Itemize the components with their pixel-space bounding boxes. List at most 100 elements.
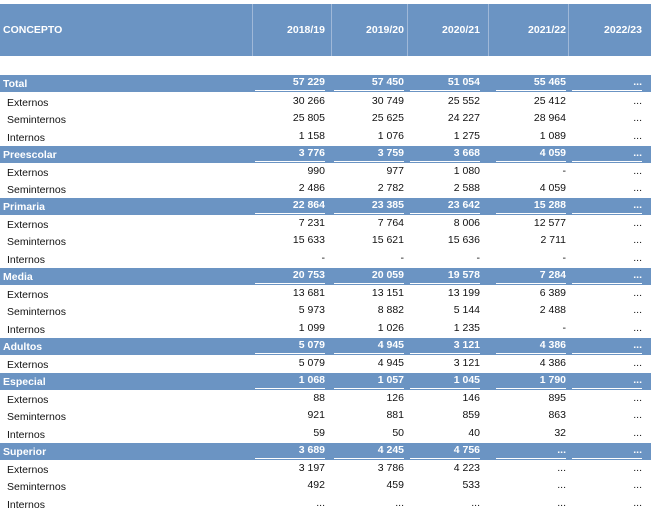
table-row: Seminternos 5 973 8 882 5 144 2 488... [0,303,651,320]
cell-year-4: - [562,165,567,177]
row-label: Internos [7,254,45,266]
cell-year-5: ... [633,357,642,369]
header-year-3: 2020/21 [442,24,480,36]
cell-year-2: 4 945 [377,357,404,369]
cell-year-3: 23 642 [410,199,480,214]
table-row: Externos 88 126 146 895... [0,391,651,408]
cell-year-3: 533 [462,479,480,491]
row-label: Internos [7,499,45,511]
cell-year-1: ... [316,497,325,509]
header-year-1: 2018/19 [287,24,325,36]
cell-year-1: 88 [313,392,325,404]
cell-year-5: ... [572,444,642,459]
cell-year-5: ... [633,322,642,334]
row-label: Internos [7,132,45,144]
cell-year-3: 19 578 [410,269,480,284]
cell-year-5: ... [633,95,642,107]
cell-year-1: 3 776 [255,147,325,162]
row-label: Seminternos [7,306,66,318]
section-row: Media 20 753 20 059 19 578 7 284... [0,268,651,285]
cell-year-3: 4 756 [410,444,480,459]
cell-year-3: 24 227 [447,112,480,124]
cell-year-1: 492 [307,479,325,491]
table-row: Externos 7 231 7 764 8 006 12 577... [0,216,651,233]
row-label: Internos [7,324,45,336]
row-label: Externos [7,464,49,476]
cell-year-3: 1 045 [410,374,480,389]
row-label: Externos [7,219,49,231]
cell-year-5: ... [633,427,642,439]
cell-year-3: 1 275 [453,130,480,142]
cell-year-2: 25 625 [371,112,404,124]
section-row: Especial 1 068 1 057 1 045 1 790... [0,373,651,390]
table-row: Seminternos 25 805 25 625 24 227 28 964... [0,111,651,128]
cell-year-4: 4 059 [539,182,566,194]
cell-year-4: 1 089 [539,130,566,142]
cell-year-3: 1 080 [453,165,480,177]
cell-year-3: 1 235 [453,322,480,334]
cell-year-4: 2 488 [539,304,566,316]
header-year-4: 2021/22 [528,24,566,36]
header-concept: CONCEPTO [3,24,63,36]
row-label: Primaria [3,201,46,213]
cell-year-3: 3 121 [410,339,480,354]
cell-year-2: 30 749 [371,95,404,107]
column-divider [252,4,253,56]
cell-year-4: 28 964 [533,112,566,124]
cell-year-4: 15 288 [496,199,566,214]
cell-year-3: 13 199 [447,287,480,299]
cell-year-1: 57 229 [255,76,325,91]
row-label: Seminternos [7,236,66,248]
table-row: Internos - - - -... [0,251,651,268]
cell-year-3: 3 668 [410,147,480,162]
table-row: Internos............... [0,496,651,513]
cell-year-3: 859 [462,409,480,421]
cell-year-4: ... [557,462,566,474]
table-row: Externos 990 977 1 080 -... [0,164,651,181]
cell-year-3: 8 006 [453,217,480,229]
cell-year-5: ... [572,76,642,91]
cell-year-3: 146 [462,392,480,404]
cell-year-2: 1 057 [334,374,404,389]
cell-year-4: ... [496,444,566,459]
table-row: Externos 3 197 3 786 4 223...... [0,461,651,478]
cell-year-5: ... [633,217,642,229]
table-row: Internos 59 50 40 32... [0,426,651,443]
cell-year-5: ... [633,112,642,124]
cell-year-2: 3 786 [377,462,404,474]
table-row: Internos 1 099 1 026 1 235 -... [0,321,651,338]
cell-year-5: ... [633,165,642,177]
table-row: Externos 5 079 4 945 3 121 4 386... [0,356,651,373]
cell-year-2: 23 385 [334,199,404,214]
row-label: Preescolar [3,149,57,161]
cell-year-5: ... [572,147,642,162]
cell-year-4: 12 577 [533,217,566,229]
cell-year-2: 4 245 [334,444,404,459]
cell-year-5: ... [572,199,642,214]
cell-year-1: 25 805 [292,112,325,124]
row-label: Seminternos [7,411,66,423]
cell-year-1: 20 753 [255,269,325,284]
table-header: CONCEPTO 2018/19 2019/20 2020/21 2021/22… [0,4,651,56]
cell-year-5: ... [633,287,642,299]
cell-year-1: 990 [307,165,325,177]
cell-year-2: 13 151 [371,287,404,299]
cell-year-2: 7 764 [377,217,404,229]
cell-year-1: 3 689 [255,444,325,459]
section-row: Superior 3 689 4 245 4 756...... [0,443,651,460]
cell-year-2: 977 [386,165,404,177]
cell-year-4: 7 284 [496,269,566,284]
cell-year-5: ... [633,252,642,264]
cell-year-4: ... [557,479,566,491]
cell-year-5: ... [633,462,642,474]
cell-year-1: 22 864 [255,199,325,214]
row-label: Externos [7,394,49,406]
row-label: Adultos [3,341,43,353]
table-row: Seminternos 15 633 15 621 15 636 2 711... [0,233,651,250]
cell-year-5: ... [633,497,642,509]
row-label: Externos [7,289,49,301]
cell-year-4: 4 059 [496,147,566,162]
cell-year-2: ... [395,497,404,509]
cell-year-5: ... [633,304,642,316]
cell-year-1: 13 681 [292,287,325,299]
